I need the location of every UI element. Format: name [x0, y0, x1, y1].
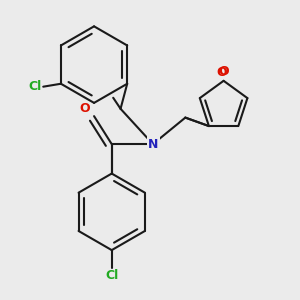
Text: O: O	[217, 66, 227, 79]
Text: N: N	[148, 138, 159, 151]
Text: Cl: Cl	[105, 269, 118, 282]
Text: Cl: Cl	[28, 80, 42, 93]
Text: O: O	[79, 102, 90, 115]
Text: O: O	[218, 65, 229, 78]
